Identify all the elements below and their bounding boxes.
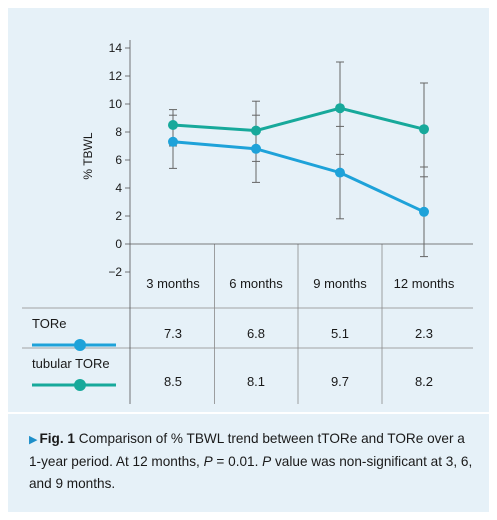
tubular-tore-data-point	[419, 124, 429, 135]
tubular-tore-data-point	[335, 103, 345, 114]
caption-body-part-1: Comparison of % TBWL trend between tTORe…	[29, 431, 465, 469]
tore-data-point	[168, 136, 178, 147]
tore-data-point	[335, 167, 345, 178]
category-label: 9 months	[313, 276, 367, 291]
tore-table-value: 2.3	[415, 326, 433, 341]
tore-table-value: 7.3	[164, 326, 182, 341]
y-tick-label: 6	[115, 153, 122, 167]
tubular-tore-data-point	[168, 120, 178, 130]
tore-data-point	[419, 206, 429, 217]
caption-p-symbol-2: P	[262, 454, 272, 469]
line-chart: −2 0 2 4 6 8 10 12 14 3 months 6 months 9 months 12…	[22, 40, 473, 404]
caption-p-symbol-1: P	[203, 454, 213, 469]
y-tick-label: 8	[115, 125, 122, 139]
category-label: 3 months	[146, 276, 200, 291]
tubular-tore-table-value: 8.1	[247, 374, 265, 389]
tubular-tore-data-point	[251, 125, 261, 136]
y-tick-label: −2	[108, 265, 122, 279]
caption-figure-label: Fig. 1	[39, 431, 75, 446]
y-tick-label: 14	[109, 41, 123, 55]
y-tick-label: 12	[109, 69, 123, 83]
tubular-tore-table-value: 8.2	[415, 374, 433, 389]
y-tick-label: 4	[115, 181, 122, 195]
tore-legend-marker	[74, 339, 86, 351]
tubular-tore-legend-marker	[74, 379, 86, 391]
caption-arrow-icon: ▶	[29, 434, 38, 446]
figure-panel: −2 0 2 4 6 8 10 12 14 3 months 6 months 9 months 12…	[8, 8, 489, 412]
y-tick-label: 2	[115, 209, 122, 223]
tore-data-point	[251, 143, 261, 154]
tubular-tore-legend-label: tubular TORe	[32, 356, 110, 371]
y-tick-label: 0	[115, 237, 122, 251]
tore-table-value: 5.1	[331, 326, 349, 341]
caption-text: ▶ Fig. 1 Comparison of % TBWL trend betwe…	[29, 428, 479, 495]
caption-body-part-2: = 0.01.	[212, 454, 263, 469]
tubular-tore-table-value: 9.7	[331, 374, 349, 389]
tore-series-line	[172, 140, 425, 214]
tubular-tore-table-value: 8.5	[164, 374, 182, 389]
figure-caption: ▶ Fig. 1 Comparison of % TBWL trend betwe…	[8, 414, 489, 512]
y-tick-label: 10	[109, 97, 123, 111]
tubular-tore-series-line	[172, 106, 425, 133]
caption-body-part-3: value was non-significant at 3, 6, and 9…	[29, 454, 473, 491]
tore-table-value: 6.8	[247, 326, 265, 341]
tore-legend-label: TORe	[32, 316, 66, 331]
category-label: 6 months	[229, 276, 283, 291]
y-axis-label: % TBWL	[81, 132, 95, 179]
category-label: 12 months	[394, 276, 455, 291]
